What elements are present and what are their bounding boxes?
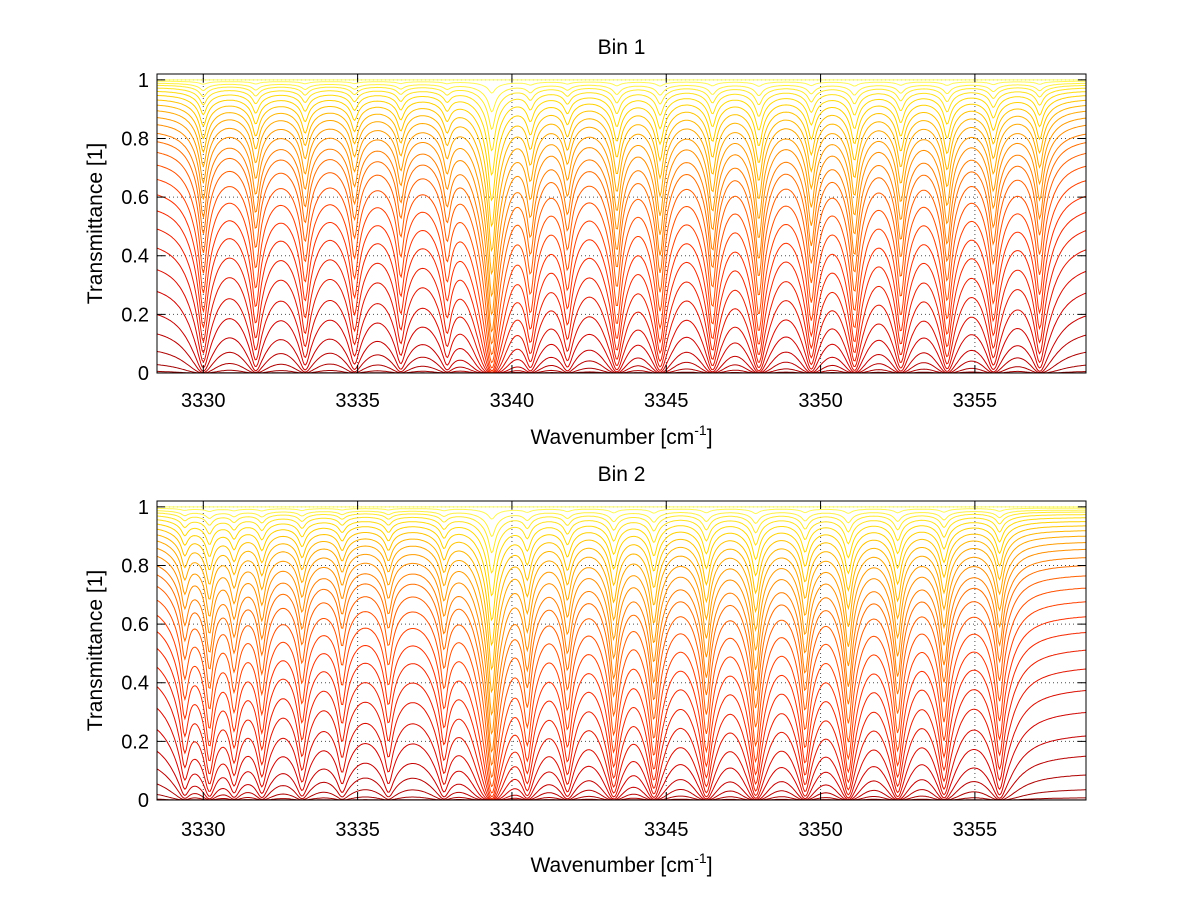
series-line-2-7	[157, 525, 1086, 647]
series-group-2	[157, 506, 1086, 800]
y-axis-label-1: Transmittance [1]	[84, 143, 107, 304]
series-line-2-21	[157, 690, 1086, 800]
y-tick-label-2-1: 0.2	[121, 731, 149, 753]
series-line-2-24	[157, 755, 1086, 800]
series-line-1-12	[157, 132, 1086, 333]
series-line-1-13	[157, 141, 1086, 345]
y-tick-label-2-3: 0.6	[121, 614, 149, 636]
axes-box-2	[156, 500, 1087, 801]
series-line-1-21	[157, 269, 1086, 373]
y-tick-label-1-5: 1	[138, 70, 149, 92]
series-line-2-18	[157, 632, 1086, 800]
series-line-1-10	[157, 117, 1086, 298]
series-line-2-3	[157, 511, 1086, 554]
series-line-1-17	[157, 194, 1086, 372]
x-tick-label-2-4: 3350	[798, 819, 843, 841]
series-line-1-5	[157, 90, 1086, 176]
series-line-2-17	[157, 616, 1086, 798]
series-line-1-23	[157, 314, 1086, 373]
series-line-2-19	[157, 649, 1086, 800]
chart-title-2: Bin 2	[598, 463, 646, 486]
y-tick-label-1-1: 0.2	[121, 304, 149, 326]
series-line-2-13	[157, 565, 1086, 767]
series-line-2-10	[157, 542, 1086, 716]
axes-box-1	[156, 73, 1087, 374]
series-line-2-22	[157, 711, 1086, 800]
y-tick-label-2-5: 1	[138, 497, 149, 519]
series-line-2-4	[157, 514, 1086, 574]
series-line-1-4	[157, 87, 1086, 152]
series-line-2-9	[157, 535, 1086, 694]
series-line-2-2	[157, 509, 1086, 537]
series-line-2-23	[157, 735, 1086, 800]
series-line-1-24	[157, 333, 1086, 373]
x-tick-label-1-4: 3350	[798, 390, 843, 412]
series-line-2-11	[157, 548, 1086, 736]
x-tick-label-2-3: 3345	[644, 819, 689, 841]
x-axis-label-1: Wavenumber [cm-1]	[530, 422, 712, 449]
series-line-1-3	[157, 84, 1086, 130]
series-line-1-16	[157, 178, 1086, 369]
y-axis-label-2: Transmittance [1]	[84, 570, 107, 731]
series-line-2-12	[157, 557, 1086, 753]
series-line-1-20	[157, 247, 1086, 373]
series-line-1-9	[157, 110, 1086, 276]
series-line-1-8	[157, 104, 1086, 253]
series-line-2-16	[157, 601, 1086, 794]
x-tick-label-1-0: 3330	[181, 390, 226, 412]
panel-2: Bin 2 3330 3335 3340 3345 3350 3355 0 0.2 0.4 0.6 0…	[84, 463, 1087, 877]
y-tick-label-2-4: 0.8	[121, 555, 149, 577]
series-line-1-6	[157, 94, 1086, 202]
panel-1: Bin 1 3330 3335 3340 3345 3350 3355 0 0.2 0.4 0.6 0…	[84, 36, 1087, 449]
y-tick-label-1-3: 0.6	[121, 187, 149, 209]
x-tick-label-1-1: 3335	[335, 390, 380, 412]
y-tick-label-1-4: 0.8	[121, 128, 149, 150]
series-line-1-18	[157, 210, 1086, 373]
y-tick-label-2-0: 0	[138, 790, 149, 812]
series-line-1-15	[157, 164, 1086, 364]
y-tick-label-2-2: 0.4	[121, 673, 149, 695]
series-line-2-20	[157, 668, 1086, 800]
x-axis-label-2: Wavenumber [cm-1]	[530, 850, 712, 877]
series-line-1-11	[157, 124, 1086, 316]
series-line-1-19	[157, 228, 1086, 373]
series-line-1-22	[157, 291, 1086, 373]
series-line-2-8	[157, 530, 1086, 671]
x-tick-label-2-2: 3340	[490, 819, 535, 841]
series-line-2-15	[157, 587, 1086, 788]
x-tick-label-1-5: 3355	[953, 390, 998, 412]
series-group-1	[157, 79, 1086, 373]
chart-title-1: Bin 1	[598, 36, 646, 59]
x-tick-label-1-3: 3345	[644, 390, 689, 412]
series-line-1-7	[157, 99, 1086, 228]
series-line-2-14	[157, 575, 1086, 779]
x-tick-label-2-1: 3335	[335, 819, 380, 841]
y-tick-label-1-2: 0.4	[121, 246, 149, 268]
x-tick-label-2-5: 3355	[953, 819, 998, 841]
series-line-2-6	[157, 521, 1086, 622]
series-line-2-5	[157, 517, 1086, 597]
y-tick-label-1-0: 0	[138, 363, 149, 385]
series-line-1-1	[157, 80, 1086, 94]
series-line-1-2	[157, 82, 1086, 113]
series-line-1-14	[157, 151, 1086, 356]
x-tick-label-2-0: 3330	[181, 819, 226, 841]
series-line-2-1	[157, 507, 1086, 520]
x-tick-label-1-2: 3340	[490, 390, 535, 412]
